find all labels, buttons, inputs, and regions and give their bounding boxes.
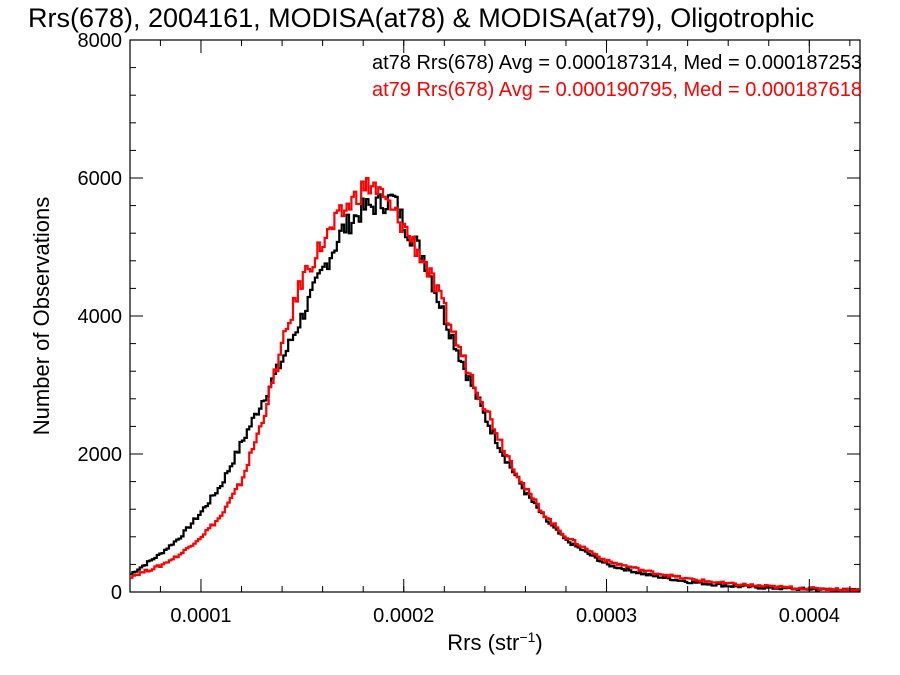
x-tick-label: 0.0004 xyxy=(779,605,840,627)
plot-frame xyxy=(129,39,861,593)
y-tick-label: 2000 xyxy=(78,444,123,466)
y-tick-label: 0 xyxy=(111,582,122,604)
x-tick-label: 0.0001 xyxy=(170,605,231,627)
x-axis-label: Rrs (str−1) xyxy=(447,629,542,655)
chart-title: Rrs(678), 2004161, MODISA(at78) & MODISA… xyxy=(28,3,814,33)
series-layer xyxy=(130,177,860,593)
axis-ticks: 0.0001 0.0002 0.0003 0.0004 0 2000 4000 6000 800… xyxy=(78,30,860,627)
x-tick-label: 0.0003 xyxy=(576,605,637,627)
stat-label-at78: at78 Rrs(678) Avg = 0.000187314, Med = 0… xyxy=(372,52,862,74)
plot-border xyxy=(129,39,861,593)
series-line-at79 xyxy=(130,177,860,593)
series-line-at78 xyxy=(130,193,860,593)
y-tick-label: 8000 xyxy=(78,30,123,52)
y-tick-label: 6000 xyxy=(78,168,123,190)
stat-label-at79: at79 Rrs(678) Avg = 0.000190795, Med = 0… xyxy=(372,79,862,101)
y-tick-label: 4000 xyxy=(78,306,123,328)
x-tick-label: 0.0002 xyxy=(373,605,434,627)
y-axis-label: Number of Observations xyxy=(29,197,54,435)
